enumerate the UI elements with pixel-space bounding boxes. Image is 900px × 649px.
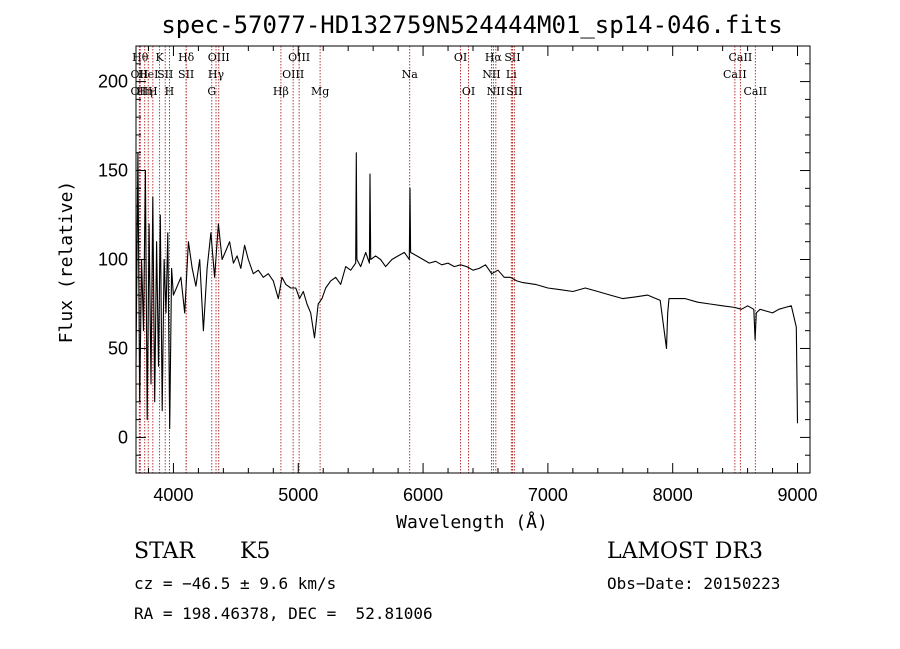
chart-title: spec-57077-HD132759N524444M01_sp14-046.f… bbox=[161, 11, 782, 39]
line-label-17: Mg bbox=[311, 85, 329, 98]
line-label-20: OI bbox=[462, 85, 475, 98]
plot-frame bbox=[135, 45, 811, 474]
line-label-11: G bbox=[207, 85, 216, 98]
line-label-22: Hα bbox=[485, 51, 503, 64]
line-label-18: Na bbox=[402, 68, 419, 81]
line-label-7: SII bbox=[157, 68, 173, 81]
x-tick-label-4: 8000 bbox=[653, 485, 693, 505]
survey-name: LAMOST DR3 bbox=[607, 539, 763, 564]
y-tick-label-4: 200 bbox=[98, 72, 128, 92]
line-label-23: NII bbox=[487, 85, 505, 98]
line-label-24: Li bbox=[506, 68, 517, 81]
object-subclass: K5 bbox=[240, 539, 271, 564]
y-tick-label-2: 100 bbox=[98, 250, 128, 270]
line-label-2: OII bbox=[131, 85, 149, 98]
line-label-9: Hδ bbox=[178, 51, 195, 64]
sky-coordinates: RA = 198.46378, DEC = 52.81006 bbox=[134, 604, 433, 623]
x-tick-label-2: 6000 bbox=[403, 485, 443, 505]
line-label-28: CaII bbox=[729, 51, 753, 64]
line-label-16: OIII bbox=[288, 51, 310, 64]
line-label-26: SII bbox=[506, 85, 522, 98]
line-label-5: H bbox=[148, 85, 158, 98]
spectrum-series bbox=[135, 152, 799, 430]
emission-line-markers: HθOIIOIIHηHeIHKSIIHHδSIIGHγOIIIHβOIIIOII… bbox=[131, 46, 767, 473]
line-label-25: SII bbox=[504, 51, 520, 64]
line-label-19: OI bbox=[454, 51, 467, 64]
x-tick-label-0: 4000 bbox=[153, 485, 193, 505]
line-label-29: CaII bbox=[743, 85, 767, 98]
line-label-27: CaII bbox=[723, 68, 747, 81]
x-axis-label: Wavelength (Å) bbox=[396, 511, 548, 533]
observation-date: Obs−Date: 20150223 bbox=[607, 574, 781, 593]
y-axis-label: Flux (relative) bbox=[56, 181, 77, 344]
line-label-21: NII bbox=[482, 68, 500, 81]
axes: 4000 5000 6000 7000 8000 9000 0 50 100 150 200 bbox=[98, 46, 818, 505]
line-label-12: Hγ bbox=[208, 68, 225, 81]
y-tick-label-0: 0 bbox=[118, 427, 128, 447]
x-tick-label-1: 5000 bbox=[278, 485, 318, 505]
redshift-velocity: cz = −46.5 ± 9.6 km/s bbox=[134, 574, 337, 593]
line-label-8: H bbox=[165, 85, 175, 98]
y-tick-label-3: 150 bbox=[98, 161, 128, 181]
x-tick-label-3: 7000 bbox=[528, 485, 568, 505]
object-class: STAR bbox=[134, 539, 195, 564]
line-label-13: OIII bbox=[208, 51, 230, 64]
x-tick-label-5: 9000 bbox=[777, 485, 817, 505]
y-tick-label-1: 50 bbox=[108, 338, 128, 358]
line-label-0: Hθ bbox=[132, 51, 149, 64]
line-label-14: Hβ bbox=[273, 85, 289, 98]
line-label-10: SII bbox=[178, 68, 194, 81]
spectrum-line bbox=[135, 152, 799, 430]
line-label-4: HeI bbox=[138, 68, 158, 81]
line-label-15: OIII bbox=[282, 68, 304, 81]
line-label-6: K bbox=[155, 51, 164, 64]
line-label-3: Hη bbox=[137, 85, 153, 98]
